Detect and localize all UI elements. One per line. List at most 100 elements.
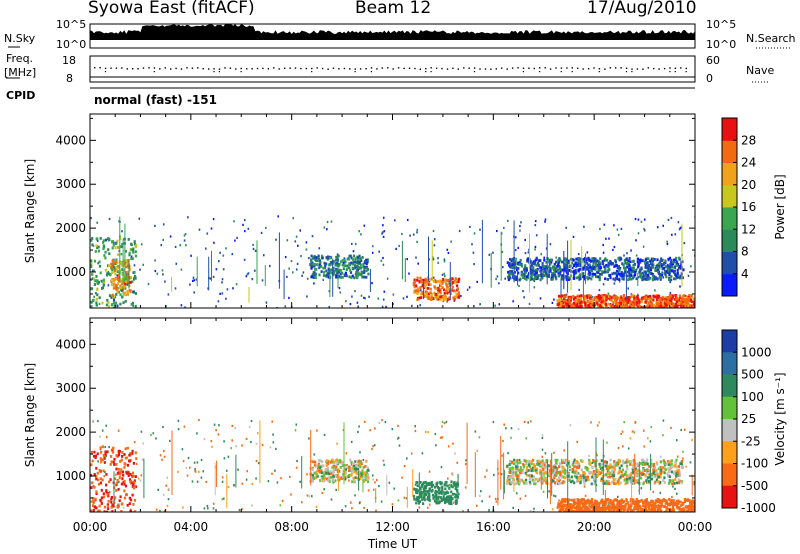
streak-cell: [196, 256, 198, 287]
echo-cell: [564, 476, 567, 480]
echo-cell: [563, 297, 566, 300]
echo-cell: [335, 269, 338, 273]
echo-cell: [549, 269, 552, 273]
echo-cell: [122, 480, 125, 484]
echo-cell: [336, 473, 339, 477]
echo-cell: [132, 461, 135, 465]
scatter-cell: [200, 458, 203, 462]
echo-cell: [648, 302, 651, 305]
echo-cell: [606, 258, 609, 262]
echo-cell: [634, 480, 637, 484]
echo-cell: [329, 268, 332, 272]
echo-cell: [541, 262, 544, 265]
scatter-cell: [138, 477, 140, 480]
echo-cell: [598, 296, 601, 300]
echo-cell: [522, 276, 525, 280]
echo-cell: [332, 464, 335, 468]
scatter-cell: [277, 215, 279, 218]
scatter-cell: [364, 297, 366, 300]
scatter-cell: [138, 217, 141, 220]
echo-cell: [539, 469, 542, 472]
echo-cell: [311, 473, 314, 477]
echo-cell: [593, 259, 596, 263]
echo-cell: [575, 475, 578, 479]
freq-dot: [408, 67, 411, 69]
echo-cell: [313, 471, 316, 475]
echo-cell: [363, 261, 366, 265]
scatter-cell: [222, 254, 225, 257]
scatter-cell: [97, 460, 99, 463]
echo-cell: [108, 252, 111, 256]
scatter-cell: [213, 241, 215, 244]
scatter-cell: [159, 454, 162, 457]
echo-cell: [508, 470, 511, 474]
echo-cell: [445, 282, 448, 286]
freq-tick-high: 18: [62, 54, 76, 67]
scatter-cell: [643, 227, 645, 231]
echo-cell: [126, 289, 129, 293]
echo-cell: [607, 468, 610, 472]
echo-cell: [104, 268, 107, 272]
echo-cell: [107, 494, 110, 498]
echo-cell: [626, 301, 629, 304]
scatter-cell: [182, 460, 185, 463]
scatter-cell: [496, 275, 499, 278]
scatter-cell: [313, 453, 316, 456]
echo-cell: [107, 272, 110, 276]
streak-cell: [563, 251, 565, 290]
echo-cell: [450, 490, 453, 494]
echo-cell: [664, 261, 667, 265]
scatter-cell: [659, 455, 662, 458]
echo-cell: [678, 294, 681, 298]
echo-cell: [540, 459, 543, 463]
echo-cell: [608, 466, 611, 470]
echo-cell: [425, 493, 428, 496]
echo-cell: [550, 260, 553, 264]
scatter-cell: [398, 244, 400, 247]
echo-cell: [442, 296, 445, 299]
echo-cell: [573, 274, 576, 278]
scatter-cell: [116, 274, 119, 277]
echo-cell: [573, 458, 576, 462]
echo-cell: [673, 265, 677, 269]
scatter-cell: [598, 421, 600, 424]
echo-cell: [679, 302, 682, 306]
scatter-cell: [250, 440, 252, 444]
echo-cell: [616, 296, 619, 300]
echo-cell: [647, 269, 650, 272]
echo-cell: [613, 466, 616, 469]
scatter-cell: [289, 475, 291, 478]
echo-cell: [323, 475, 326, 479]
echo-cell: [594, 275, 598, 279]
echo-cell: [586, 468, 589, 471]
echo-cell: [342, 261, 345, 264]
echo-cell: [629, 509, 632, 512]
scatter-cell: [165, 484, 167, 487]
freq-dot: [528, 67, 530, 69]
freq-dot: [99, 67, 101, 69]
echo-cell: [523, 267, 526, 270]
echo-cell: [427, 292, 430, 296]
echo-cell: [628, 476, 631, 480]
echo-cell: [332, 271, 335, 275]
echo-cell: [674, 298, 678, 302]
scatter-cell: [251, 278, 254, 281]
scatter-cell: [468, 286, 471, 289]
scatter-cell: [179, 244, 181, 247]
echo-cell: [655, 305, 658, 308]
echo-cell: [349, 269, 352, 272]
echo-cell: [610, 465, 613, 469]
echo-cell: [672, 499, 675, 502]
freq-dot: [473, 67, 476, 69]
echo-cell: [506, 482, 509, 485]
scatter-cell: [633, 431, 636, 434]
echo-cell: [414, 488, 417, 491]
echo-cell: [436, 280, 440, 283]
echo-cell: [605, 460, 608, 464]
echo-cell: [556, 478, 559, 482]
scatter-cell: [503, 226, 505, 229]
echo-cell: [94, 456, 97, 459]
echo-cell: [622, 273, 625, 277]
echo-cell: [448, 296, 451, 300]
scatter-cell: [255, 459, 258, 463]
